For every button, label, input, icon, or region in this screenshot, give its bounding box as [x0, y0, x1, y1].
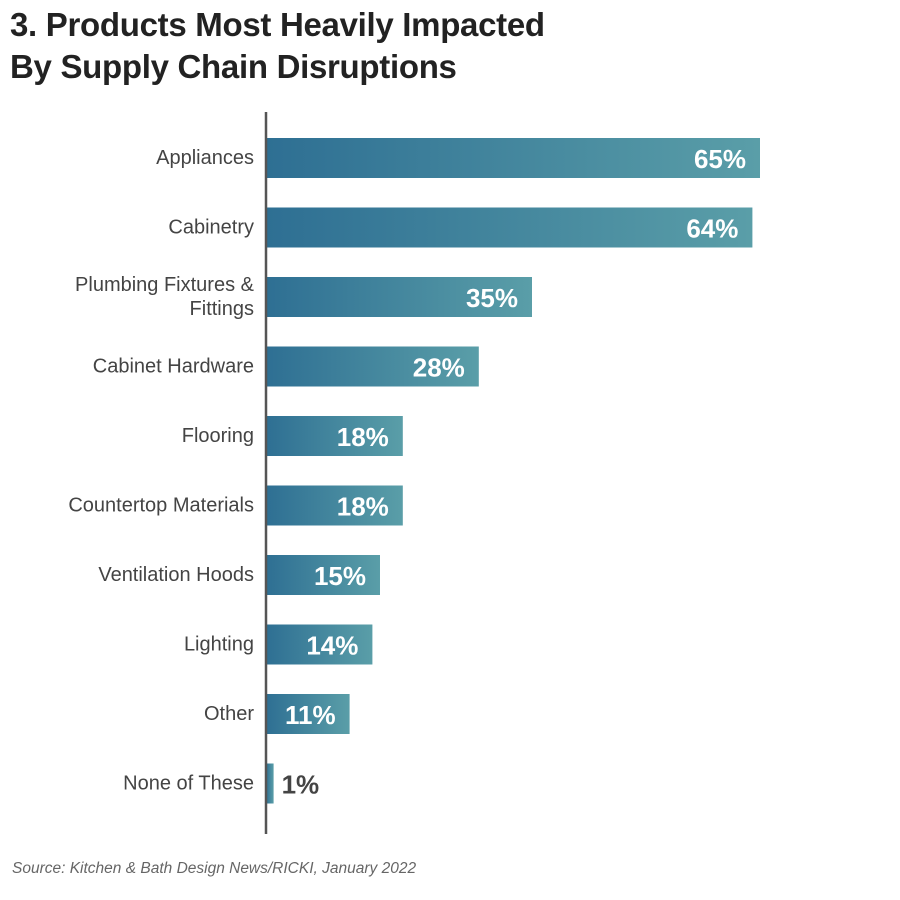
value-label: 11% [285, 700, 336, 730]
bar [266, 624, 373, 665]
category-label: Other [204, 703, 254, 725]
category-label: Flooring [182, 425, 254, 447]
bars-group [266, 138, 760, 804]
category-label: Fittings [190, 298, 254, 320]
bar [266, 485, 403, 526]
bar [266, 416, 403, 456]
source-note: Source: Kitchen & Bath Design News/RICKI… [12, 860, 417, 877]
category-label: Ventilation Hoods [98, 564, 254, 586]
bar [266, 277, 532, 317]
value-label: 18% [337, 422, 389, 452]
chart-title: 3. Products Most Heavily Impacted By Sup… [10, 4, 890, 88]
value-label: 35% [466, 283, 518, 313]
category-label: Appliances [156, 147, 254, 169]
value-labels-group: 65% 64% 35% 28% 18% 18% 15% 14% 11% 1% [282, 144, 746, 800]
bar [266, 207, 753, 248]
category-label: Countertop Materials [68, 495, 254, 517]
category-labels-group: Appliances Cabinetry Plumbing Fixtures &Fi… [68, 147, 254, 795]
bar [266, 694, 350, 734]
category-label: None of These [123, 773, 254, 795]
category-label: Lighting [184, 634, 254, 656]
bar [266, 763, 274, 804]
value-label: 18% [337, 492, 389, 522]
category-label: Cabinetry [168, 217, 254, 239]
value-label: 14% [306, 631, 358, 661]
chart-title-line-1: 3. Products Most Heavily Impacted [10, 6, 545, 43]
category-label: Cabinet Hardware [93, 356, 254, 378]
bar [266, 346, 479, 387]
bar [266, 138, 760, 178]
category-label: Plumbing Fixtures & [75, 274, 255, 296]
value-label: 28% [413, 353, 465, 383]
value-label: 65% [694, 144, 746, 174]
bar [266, 555, 380, 595]
value-label: 1% [282, 770, 320, 800]
chart-title-line-2: By Supply Chain Disruptions [10, 48, 457, 85]
value-label: 64% [686, 214, 738, 244]
value-label: 15% [314, 561, 366, 591]
